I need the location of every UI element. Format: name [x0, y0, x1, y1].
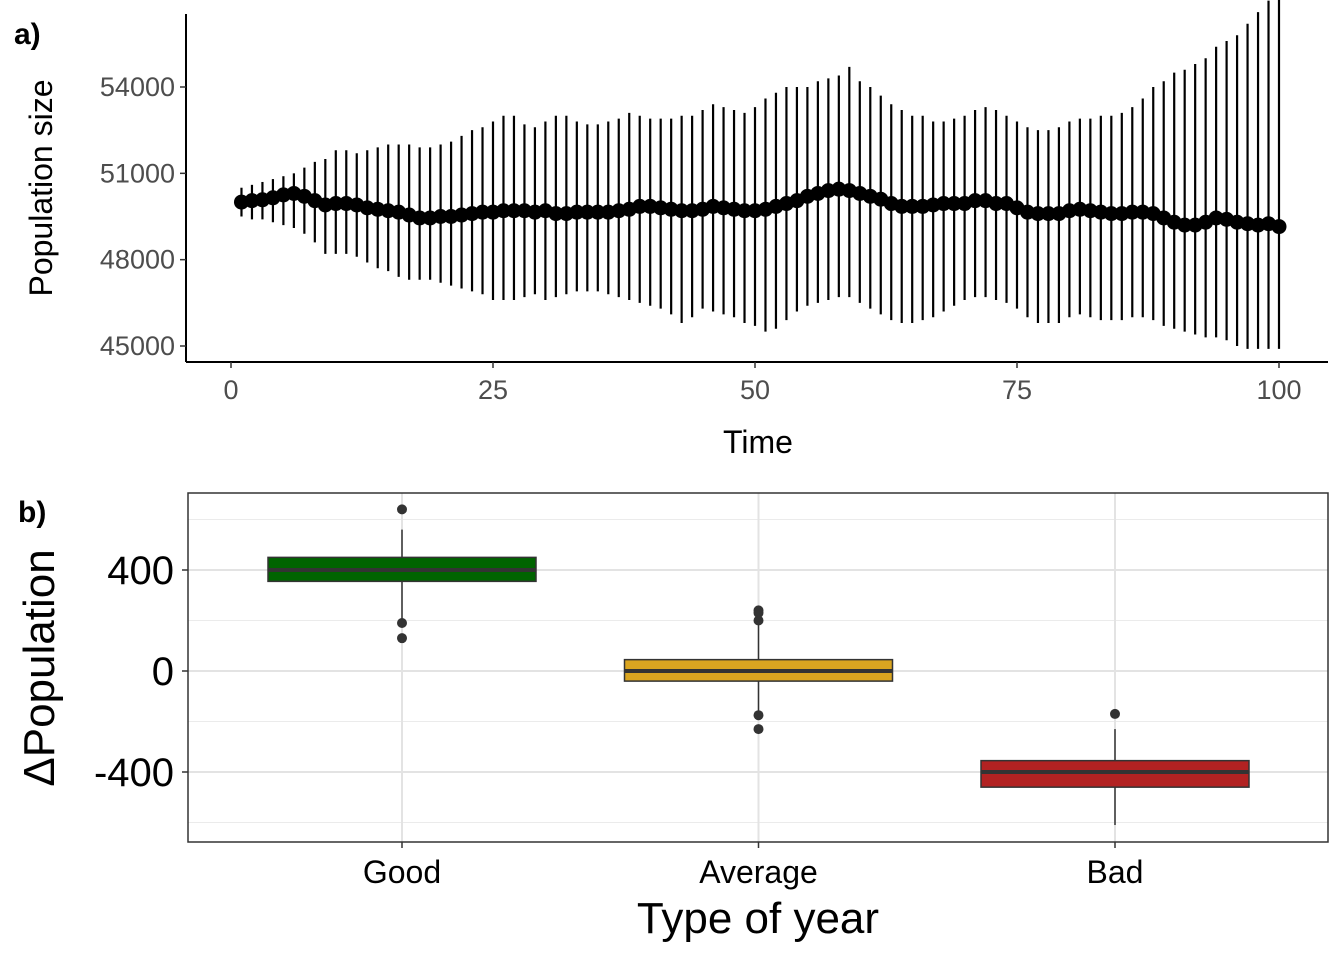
population-point: [967, 193, 983, 209]
outlier-point: [1110, 708, 1120, 719]
outlier-point: [753, 724, 764, 735]
panel-a-y-axis-title: Population size: [23, 79, 59, 296]
population-point: [506, 203, 522, 219]
population-point: [569, 204, 585, 220]
x-tick-label: 100: [1256, 375, 1301, 405]
y-tick-label: 0: [152, 650, 174, 694]
population-point: [632, 198, 648, 214]
population-point: [412, 210, 428, 226]
population-point: [1030, 206, 1046, 222]
population-point: [433, 209, 449, 224]
population-series: [233, 0, 1287, 349]
box-good: [267, 504, 537, 644]
population-point: [674, 203, 690, 219]
box-bad: [980, 708, 1250, 826]
x-tick-label: 50: [740, 375, 770, 405]
panel-b-x-axis-title: Type of year: [637, 894, 879, 943]
panel-b-y-ticks: -400 0 400: [94, 549, 188, 795]
population-point: [475, 204, 491, 220]
population-point: [1103, 206, 1119, 222]
y-tick-label: 48000: [100, 245, 175, 275]
population-point: [894, 198, 910, 214]
population-point: [936, 196, 952, 212]
panel-b-label: b): [18, 496, 46, 529]
panel-a-label: a): [14, 18, 41, 51]
x-tick-label: 0: [223, 375, 238, 405]
outlier-point: [753, 615, 764, 626]
y-tick-label: 45000: [100, 331, 175, 361]
population-point: [1271, 219, 1287, 235]
population-point: [904, 198, 920, 214]
outlier-point: [753, 607, 764, 618]
panel-a-x-ticks: 0 25 50 75 100: [223, 362, 1302, 405]
x-tick-label: Bad: [1087, 854, 1144, 890]
population-point: [579, 204, 595, 220]
y-tick-label: 400: [107, 549, 174, 593]
y-tick-label: -400: [94, 751, 174, 795]
population-point: [737, 203, 753, 219]
x-tick-label: 25: [478, 375, 508, 405]
population-point: [590, 204, 606, 220]
panel-a-y-ticks: 45000 48000 51000 54000: [100, 72, 186, 361]
population-point: [1040, 206, 1056, 222]
y-tick-label: 54000: [100, 72, 175, 102]
outlier-point: [397, 633, 407, 644]
population-point: [328, 196, 344, 212]
x-tick-label: Good: [363, 854, 441, 890]
outlier-point: [753, 710, 764, 721]
population-point: [548, 206, 564, 222]
population-point: [495, 203, 511, 219]
panel-a-x-axis-title: Time: [723, 424, 793, 460]
panel-b-x-ticks: Good Average Bad: [363, 842, 1144, 890]
x-tick-label: 75: [1002, 375, 1032, 405]
population-point: [1124, 204, 1140, 220]
y-tick-label: 51000: [100, 158, 175, 188]
box-average: [623, 605, 894, 735]
x-tick-label: Average: [699, 854, 818, 890]
panel-b-y-axis-title: ΔPopulation: [15, 549, 64, 786]
outlier-point: [397, 504, 407, 515]
population-point: [988, 196, 1004, 212]
population-point: [946, 196, 962, 212]
outlier-point: [397, 618, 407, 629]
panel-b-boxes: [267, 504, 1250, 826]
population-point: [1177, 217, 1193, 233]
